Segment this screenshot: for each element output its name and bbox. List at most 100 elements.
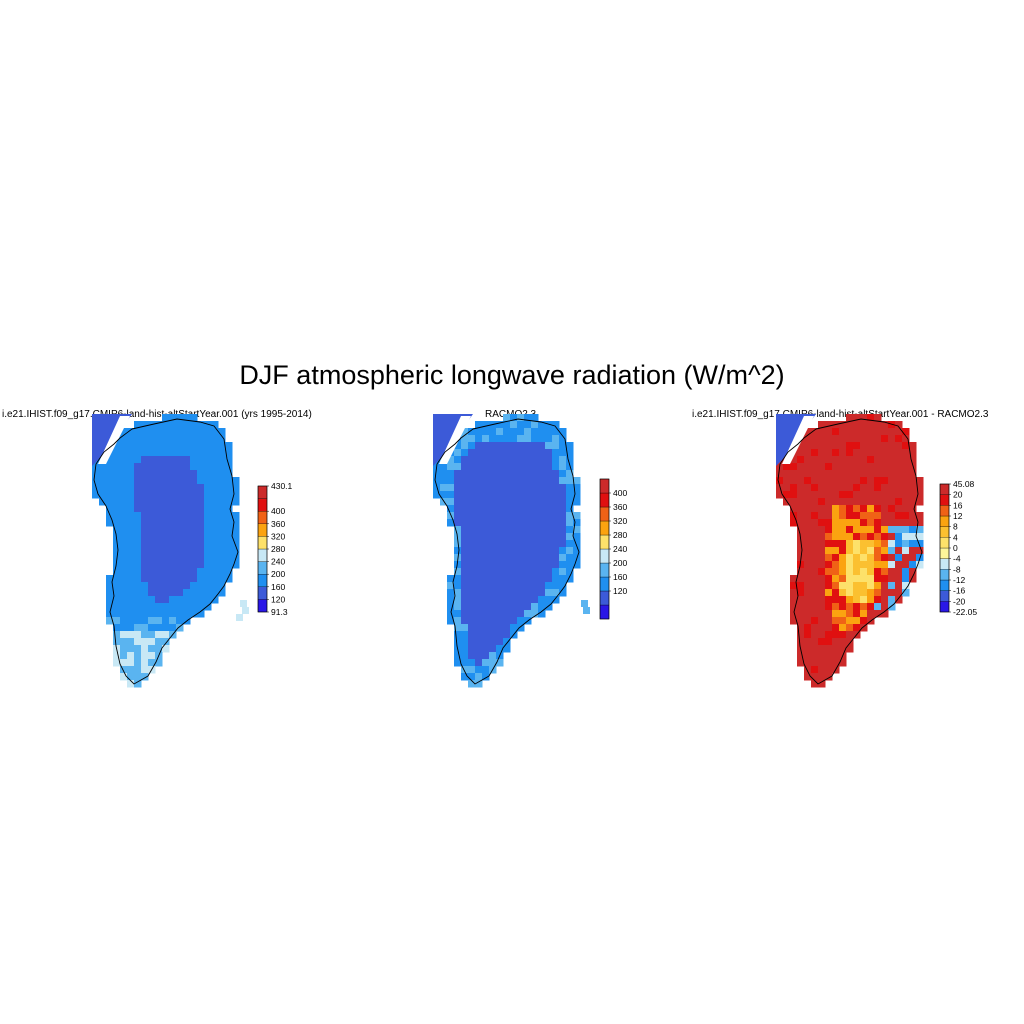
grid-cell [176,463,184,471]
grid-cell [517,470,525,478]
grid-cell [461,526,469,534]
grid-cell [454,470,462,478]
grid-cell [895,554,903,562]
grid-cell [218,428,226,436]
grid-cell [127,428,135,436]
grid-cell [839,610,847,618]
grid-cell [155,589,163,597]
grid-cell [496,505,504,513]
grid-cell [162,554,170,562]
grid-cell [804,533,812,541]
grid-cell [503,568,511,576]
grid-cell [874,512,882,520]
grid-cell [874,463,882,471]
grid-cell [183,603,191,611]
grid-cell [811,610,819,618]
grid-cell [804,456,812,464]
colorbar-tick-label: 360 [271,519,285,529]
grid-cell [225,491,233,499]
grid-cell [482,477,490,485]
colorbar-tick-label: 120 [271,594,285,604]
grid-cell [489,435,497,443]
grid-cell [475,512,483,520]
grid-cell [510,477,518,485]
grid-cell [106,610,114,618]
grid-cell [531,491,539,499]
colorbar-tick-label: 12 [953,511,963,521]
grid-cell [510,575,518,583]
grid-cell [468,463,476,471]
grid-cell [839,589,847,597]
grid-cell [211,470,219,478]
grid-cell [895,582,903,590]
grid-cell [503,631,511,639]
grid-cell [190,610,198,618]
grid-cell [902,554,910,562]
grid-cell [888,526,896,534]
grid-cell [811,645,819,653]
grid-cell [538,582,546,590]
grid-cell [517,540,525,548]
grid-cell [531,554,539,562]
grid-cell [818,456,826,464]
grid-cell [853,491,861,499]
grid-cell [825,652,833,660]
grid-cell [197,449,205,457]
grid-cell [211,505,219,513]
grid-cell [902,470,910,478]
grid-cell [902,589,910,597]
grid-cell [433,477,441,485]
grid-cell [482,484,490,492]
grid-cell [825,638,833,646]
grid-cell [860,491,868,499]
grid-cell [867,491,875,499]
grid-cell [832,617,840,625]
grid-cell [468,603,476,611]
grid-cell [468,680,476,688]
grid-cell [162,463,170,471]
grid-cell [127,659,135,667]
grid-cell [867,603,875,611]
grid-cell [148,505,156,513]
grid-cell [811,547,819,555]
grid-cell [475,554,483,562]
grid-cell [461,673,469,681]
grid-cell [790,610,798,618]
grid-cell [141,575,149,583]
grid-cell [120,568,128,576]
grid-cell [169,491,177,499]
grid-cell [846,582,854,590]
grid-cell [811,659,819,667]
grid-cell [895,449,903,457]
grid-cell [566,498,574,506]
grid-cell [867,498,875,506]
grid-cell [538,596,546,604]
grid-cell [155,491,163,499]
grid-cell [475,617,483,625]
panel3-title: i.e21.IHIST.f09_g17.CMIP6-land-hist-altS… [692,409,989,420]
grid-cell [832,645,840,653]
grid-cell [559,449,567,457]
grid-cell [461,582,469,590]
grid-cell [489,547,497,555]
grid-cell [211,540,219,548]
grid-cell [482,582,490,590]
grid-cell [804,666,812,674]
grid-cell [99,484,107,492]
grid-cell [825,477,833,485]
grid-cell [559,554,567,562]
grid-cell [545,540,553,548]
grid-cell [860,414,868,422]
grid-cell [496,575,504,583]
grid-cell [888,484,896,492]
grid-cell [482,533,490,541]
grid-cell [475,526,483,534]
grid-cell [468,652,476,660]
grid-cell [461,477,469,485]
grid-cell [566,526,574,534]
grid-cell [155,435,163,443]
grid-cell [524,491,532,499]
grid-cell [482,470,490,478]
grid-cell [503,449,511,457]
grid-cell [818,547,826,555]
